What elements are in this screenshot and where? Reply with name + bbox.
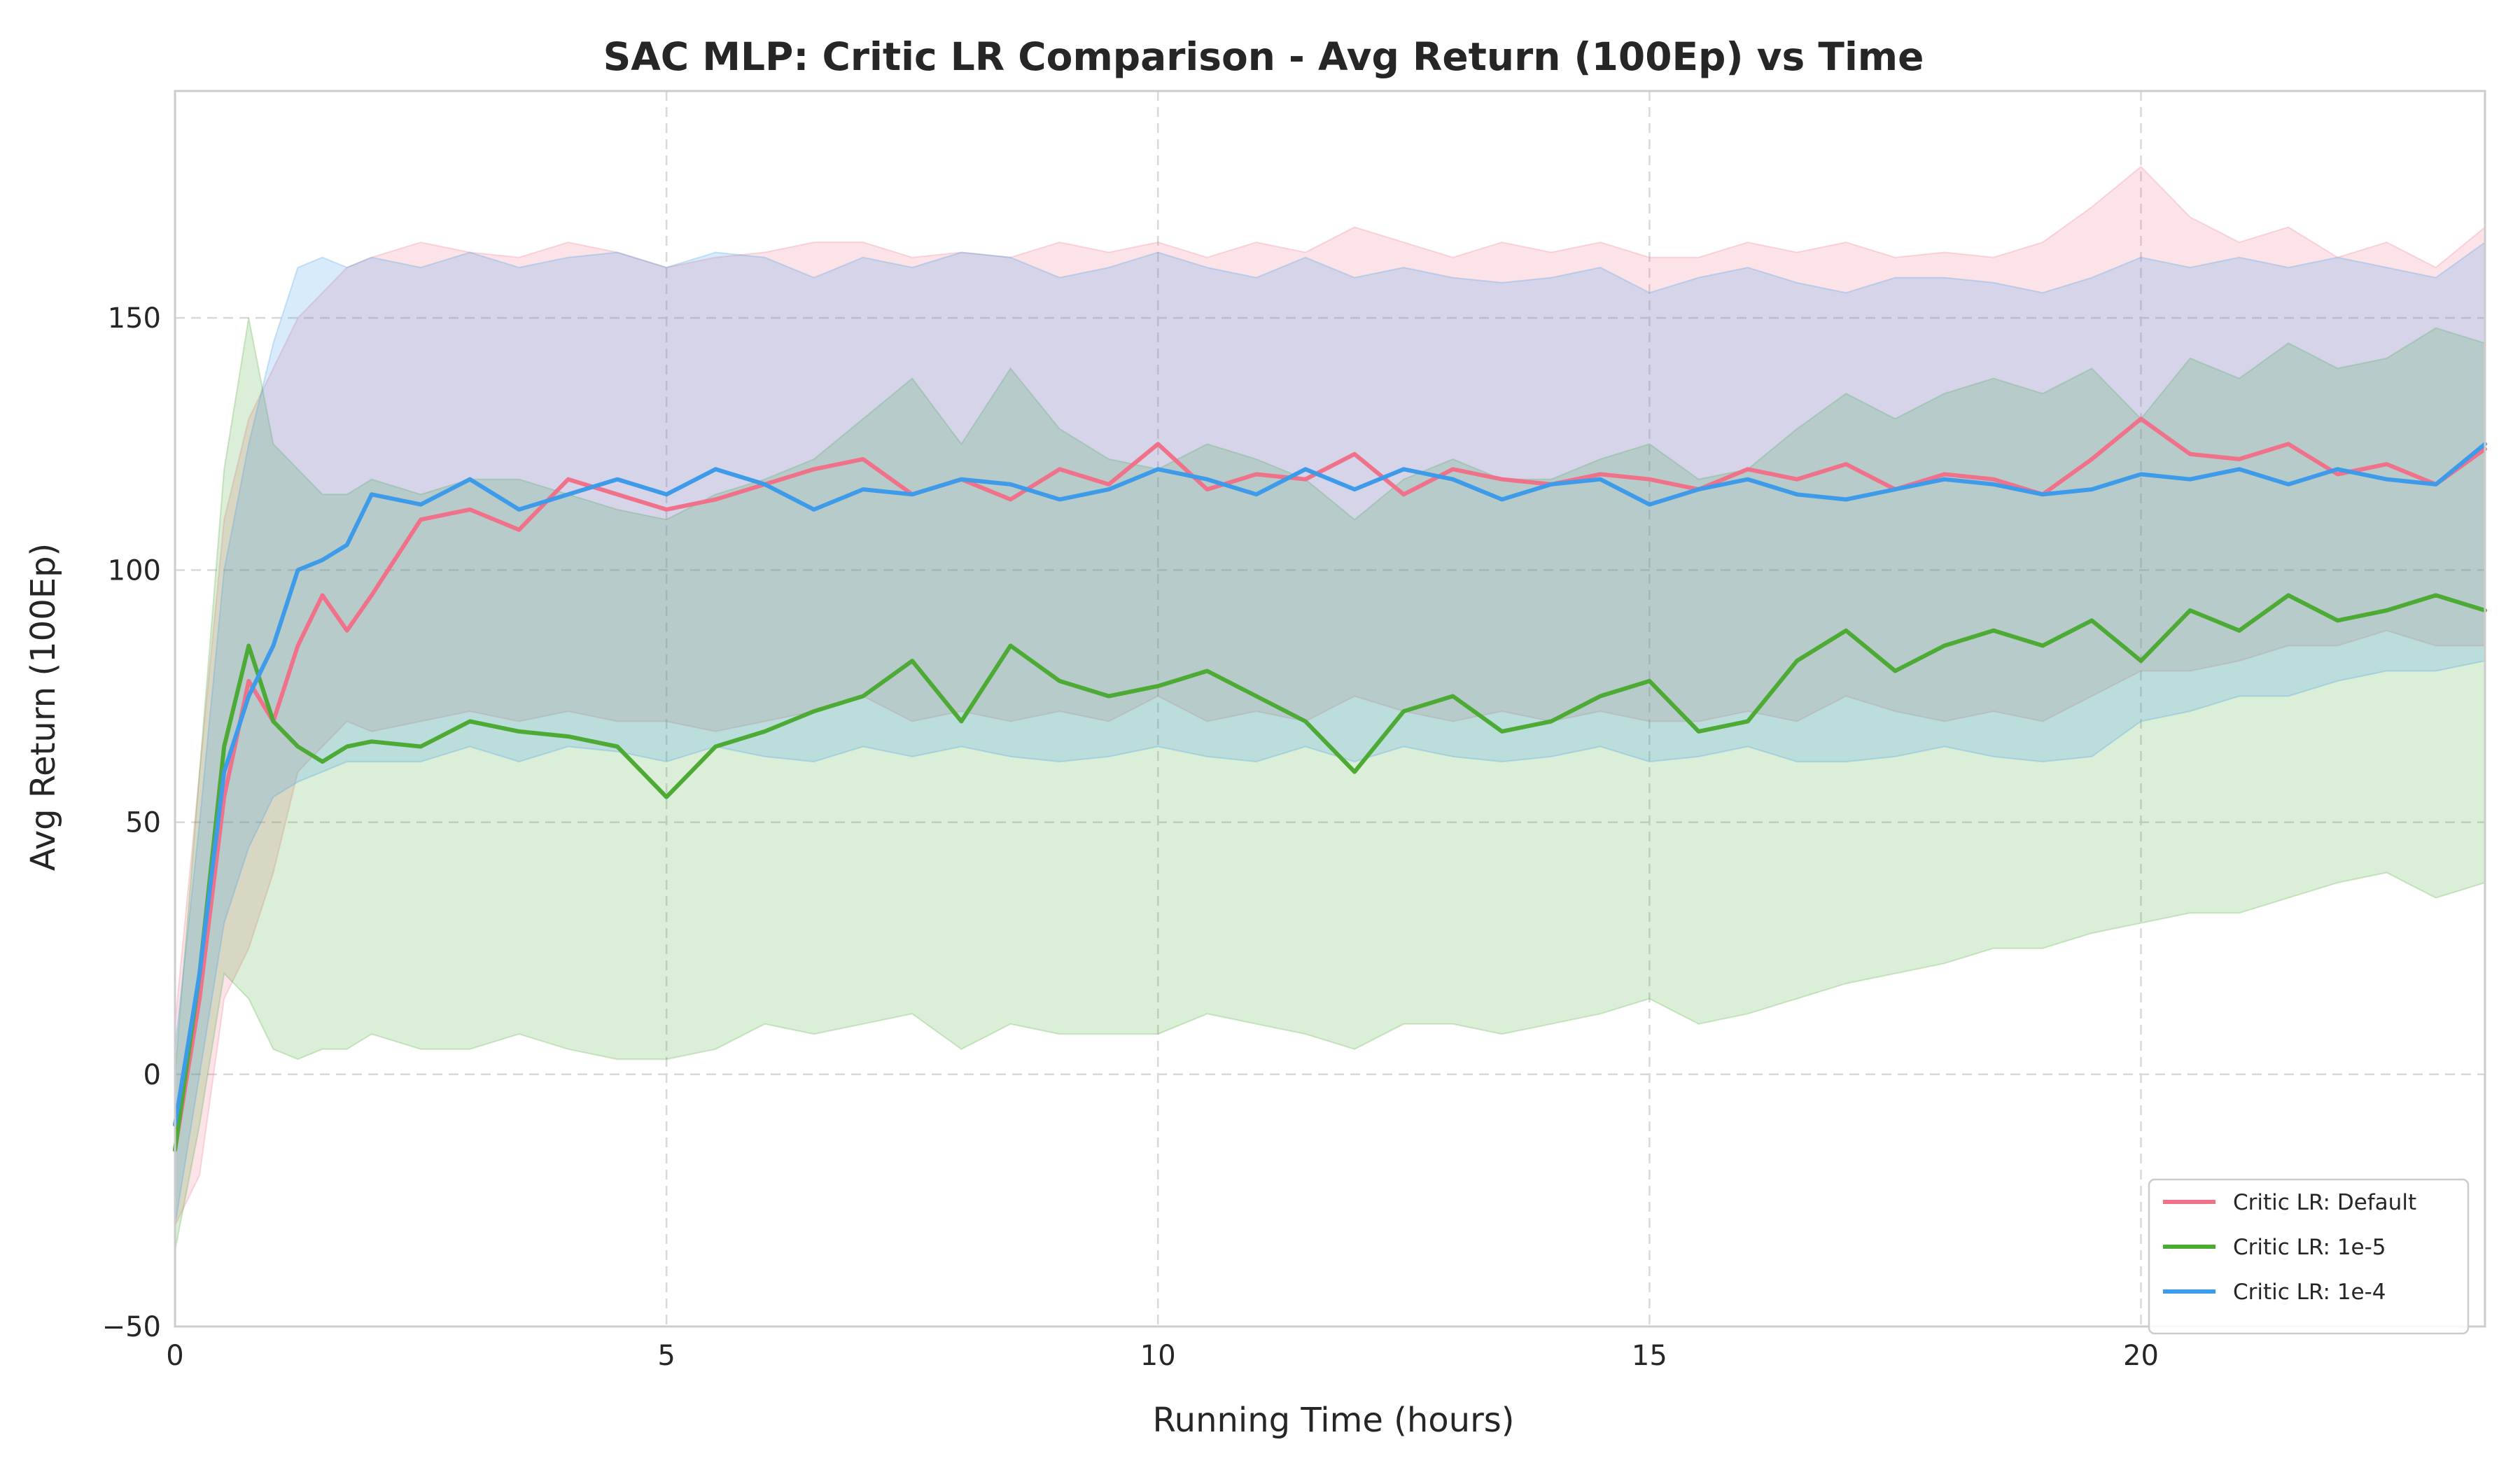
y-tick-label: 0 [144,1059,161,1091]
x-tick-label: 20 [2123,1340,2159,1372]
x-axis-label: Running Time (hours) [1152,1401,1514,1440]
x-tick-label: 0 [166,1340,183,1372]
series-line [173,416,2487,1152]
x-tick-label: 15 [1632,1340,1667,1372]
y-axis-label: Avg Return (100Ep) [24,543,63,872]
y-axis-ticks: −50 0 50 100 150 [102,302,161,1343]
y-tick-label: 150 [108,302,161,335]
chart-title: SAC MLP: Critic LR Comparison - Avg Retu… [603,34,1924,79]
x-tick-label: 10 [1140,1340,1176,1372]
legend-entry-label: Critic LR: 1e-5 [2233,1235,2386,1260]
legend-entry-label: Critic LR: Default [2233,1190,2416,1215]
x-axis-ticks: 0 5 10 15 20 [166,1340,2159,1372]
legend-box [2148,1178,2470,1335]
series-line [173,442,2487,1127]
plot-area [173,90,2487,1328]
plot-frame [174,90,2486,1328]
x-tick-label: 5 [657,1340,675,1372]
series-line [173,593,2487,1152]
y-tick-label: 100 [108,554,161,587]
y-tick-label: −50 [102,1311,161,1343]
legend-entry-label: Critic LR: 1e-4 [2233,1280,2386,1305]
legend: Critic LR: Default Critic LR: 1e-5 Critic … [2148,1178,2470,1335]
series-lines [173,416,2487,1152]
plot-background [175,91,2485,1326]
y-tick-label: 50 [125,807,161,839]
